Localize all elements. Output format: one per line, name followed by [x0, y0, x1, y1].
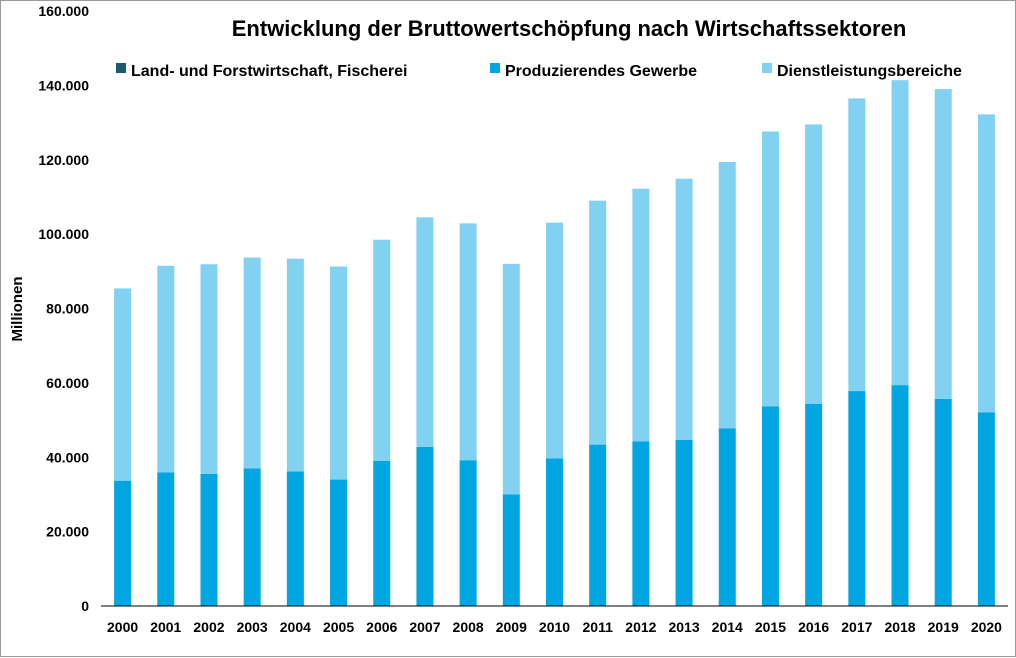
y-tick-label: 40.000 — [46, 449, 89, 465]
bar-2011-series-1 — [589, 444, 607, 606]
x-tick-label: 2018 — [884, 619, 915, 635]
bar-2008-series-1 — [459, 460, 477, 606]
bar-2006-series-1 — [373, 460, 391, 606]
y-tick-label: 100.000 — [38, 226, 89, 242]
bar-2010-series-2 — [546, 222, 563, 459]
bar-2013-series-2 — [675, 178, 693, 440]
x-tick-label: 2003 — [237, 619, 268, 635]
x-tick-label: 2000 — [107, 619, 138, 635]
bar-2003-series-1 — [243, 468, 261, 606]
bar-2012-series-2 — [632, 188, 650, 442]
bar-2009-series-1 — [502, 494, 520, 606]
bar-2003-series-2 — [243, 257, 261, 469]
bar-2000-series-1 — [114, 480, 132, 606]
bar-2007-series-2 — [416, 217, 434, 447]
bar-2020-series-1 — [977, 412, 995, 606]
bar-2013-series-1 — [675, 439, 693, 606]
bar-2017-series-1 — [848, 391, 866, 606]
x-tick-label: 2013 — [668, 619, 699, 635]
bar-2018-series-1 — [891, 385, 909, 606]
x-tick-label: 2015 — [755, 619, 786, 635]
bar-2002-series-1 — [200, 473, 218, 606]
x-tick-label: 2012 — [625, 619, 656, 635]
bar-2009-series-2 — [502, 263, 520, 495]
bar-2014-series-1 — [718, 428, 736, 606]
bars — [114, 80, 995, 606]
y-axis-label: Millionen — [9, 277, 26, 342]
x-tick-label: 2010 — [539, 619, 570, 635]
bar-2015-series-2 — [761, 131, 779, 407]
x-tick-label: 2017 — [841, 619, 872, 635]
x-tick-label: 2016 — [798, 619, 829, 635]
y-tick-label: 0 — [81, 598, 89, 614]
bar-2019-series-2 — [934, 89, 952, 399]
legend-label-dienstleistung: Dienstleistungsbereiche — [777, 63, 962, 80]
y-tick-label: 160.000 — [38, 3, 89, 19]
x-tick-label: 2007 — [409, 619, 440, 635]
bar-2004-series-2 — [286, 258, 304, 472]
bar-2008-series-2 — [459, 223, 477, 461]
bar-2001-series-2 — [157, 265, 175, 473]
x-tick-label: 2019 — [928, 619, 959, 635]
y-tick-label: 80.000 — [46, 301, 89, 317]
y-tick-label: 140.000 — [38, 77, 89, 93]
y-tick-label: 60.000 — [46, 375, 89, 391]
x-axis-ticks: 2000 2001 2002 2003 2004 2005 2006 2007 2008 2009… — [107, 619, 1002, 635]
bar-2010-series-1 — [546, 458, 563, 606]
bar-2016-series-1 — [805, 403, 823, 606]
bar-2004-series-1 — [286, 471, 304, 606]
x-tick-label: 2001 — [150, 619, 181, 635]
legend-swatch-produzierendes — [490, 63, 500, 73]
bar-2020-series-2 — [977, 114, 995, 413]
bar-2019-series-1 — [934, 398, 952, 606]
bar-2018-series-2 — [891, 80, 909, 386]
x-tick-label: 2005 — [323, 619, 354, 635]
bar-2005-series-2 — [330, 266, 348, 480]
y-axis-ticks: 0 20.000 40.000 60.000 80.000 100.000 120.000 1… — [38, 3, 89, 614]
bar-2011-series-2 — [589, 200, 607, 445]
bar-2001-series-1 — [157, 472, 175, 606]
bar-2007-series-1 — [416, 446, 434, 606]
x-tick-label: 2009 — [496, 619, 527, 635]
legend-swatch-dienstleistung — [762, 63, 772, 73]
legend: Land- und Forstwirtschaft, Fischerei Pro… — [116, 63, 962, 80]
bar-2012-series-1 — [632, 441, 650, 606]
bar-2017-series-2 — [848, 98, 866, 392]
y-tick-label: 20.000 — [46, 524, 89, 540]
x-tick-label: 2011 — [583, 619, 614, 635]
y-tick-label: 120.000 — [38, 152, 89, 168]
legend-swatch-land — [116, 63, 126, 73]
bar-2014-series-2 — [718, 161, 736, 429]
legend-label-produzierendes: Produzierendes Gewerbe — [505, 63, 697, 80]
chart-title: Entwicklung der Bruttowertschöpfung nach… — [232, 16, 907, 41]
x-tick-label: 2002 — [193, 619, 224, 635]
x-tick-label: 2008 — [453, 619, 484, 635]
x-tick-label: 2014 — [712, 619, 743, 635]
x-tick-label: 2006 — [366, 619, 397, 635]
x-tick-label: 2004 — [280, 619, 311, 635]
legend-label-land: Land- und Forstwirtschaft, Fischerei — [131, 63, 407, 80]
bar-2015-series-1 — [761, 406, 779, 606]
bar-2016-series-2 — [805, 124, 823, 404]
bar-2006-series-2 — [373, 239, 391, 461]
bar-2000-series-2 — [114, 288, 132, 481]
bar-2005-series-1 — [330, 479, 348, 606]
x-tick-label: 2020 — [971, 619, 1002, 635]
bar-2002-series-2 — [200, 264, 218, 474]
